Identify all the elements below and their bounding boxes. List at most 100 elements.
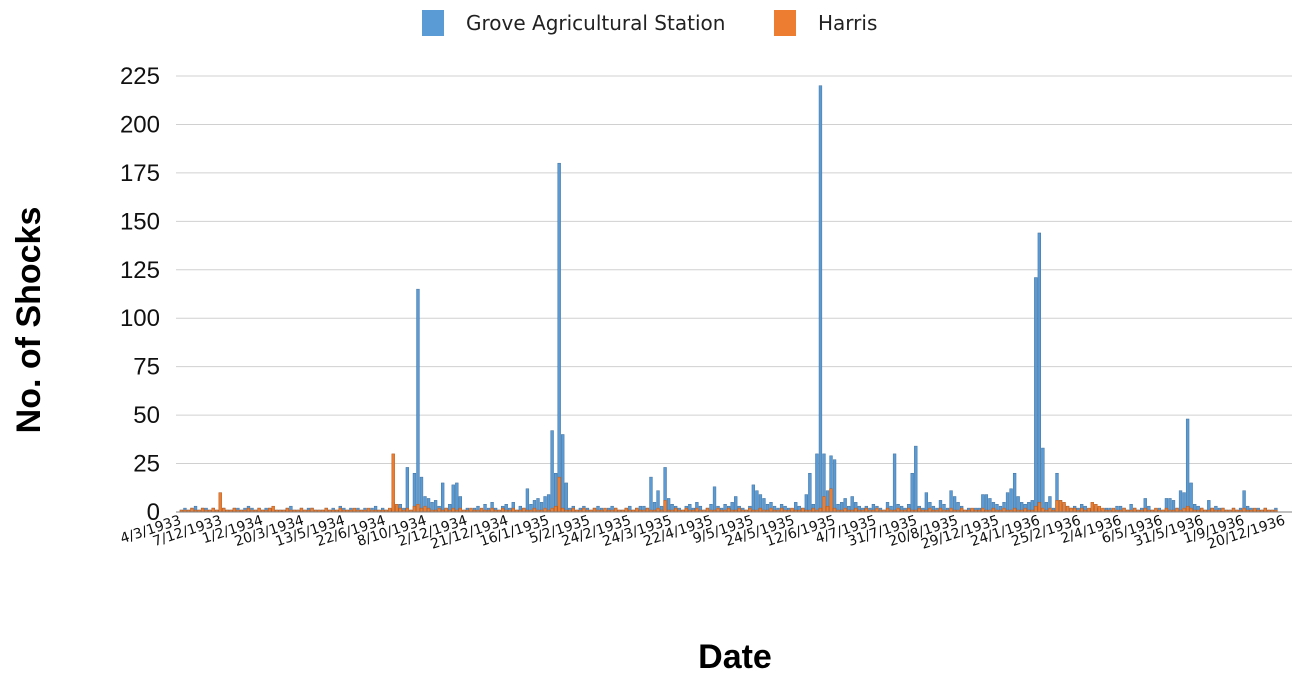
bar-grove bbox=[804, 494, 808, 513]
bar-harris bbox=[405, 507, 410, 513]
bar-harris bbox=[285, 507, 289, 513]
bar-harris bbox=[398, 507, 402, 513]
bar-harris bbox=[949, 507, 953, 513]
bar-harris bbox=[614, 507, 618, 513]
bar-harris bbox=[705, 507, 710, 513]
legend-label-harris: Harris bbox=[818, 11, 877, 35]
bar-grove bbox=[441, 482, 445, 513]
bar-harris bbox=[522, 507, 526, 513]
bar-grove bbox=[850, 496, 854, 513]
bar-harris bbox=[1037, 502, 1041, 513]
bar-harris bbox=[684, 507, 688, 513]
bar-grove bbox=[561, 434, 565, 513]
bar-harris bbox=[832, 507, 837, 513]
bar-harris bbox=[769, 507, 773, 513]
x-axis-title: Date bbox=[698, 638, 772, 675]
bar-harris bbox=[246, 507, 251, 513]
bar-harris bbox=[257, 507, 261, 513]
bar-harris bbox=[1231, 507, 1236, 513]
bar-harris bbox=[1200, 507, 1204, 513]
bar-harris bbox=[1087, 507, 1091, 513]
bar-grove bbox=[755, 490, 759, 513]
bar-harris bbox=[1101, 507, 1105, 513]
bar-harris bbox=[1094, 504, 1098, 513]
bar-harris bbox=[1253, 507, 1257, 513]
bar-harris bbox=[501, 507, 505, 513]
y-tick-label: 175 bbox=[120, 160, 160, 187]
bar-harris bbox=[663, 500, 667, 513]
bar-harris bbox=[557, 476, 561, 513]
bar-harris bbox=[222, 507, 226, 513]
y-tick-label: 225 bbox=[120, 63, 160, 90]
bar-harris bbox=[268, 507, 272, 513]
bar-grove bbox=[751, 484, 756, 513]
bar-harris bbox=[553, 505, 558, 513]
y-tick-label: 25 bbox=[133, 451, 160, 478]
bar-harris bbox=[469, 507, 473, 513]
bar-harris bbox=[829, 488, 833, 513]
bar-harris bbox=[811, 507, 816, 513]
bar-harris bbox=[271, 505, 275, 513]
bar-harris bbox=[822, 496, 826, 513]
bar-harris bbox=[1080, 507, 1084, 513]
bar-grove bbox=[712, 486, 717, 513]
bar-harris bbox=[1185, 505, 1190, 513]
bar-harris bbox=[1065, 505, 1070, 513]
bar-harris bbox=[437, 507, 441, 513]
bar-harris bbox=[624, 507, 628, 513]
bar-harris bbox=[695, 507, 699, 513]
bar-grove bbox=[1034, 277, 1038, 513]
bar-grove bbox=[546, 494, 551, 513]
bar-harris bbox=[970, 507, 974, 513]
bar-harris bbox=[1012, 507, 1017, 513]
bar-grove bbox=[914, 445, 918, 513]
bar-harris bbox=[864, 507, 868, 513]
bar-harris bbox=[391, 453, 395, 513]
bar-grove bbox=[734, 496, 738, 513]
bar-harris bbox=[1143, 507, 1147, 513]
bar-harris bbox=[938, 507, 943, 513]
bar-harris bbox=[543, 507, 547, 513]
bar-harris bbox=[1122, 507, 1126, 513]
bar-harris bbox=[875, 507, 879, 513]
bar-harris bbox=[656, 507, 660, 513]
bar-grove bbox=[1016, 496, 1020, 513]
bar-harris bbox=[907, 507, 911, 513]
bar-harris bbox=[444, 507, 448, 513]
bar-harris bbox=[818, 507, 823, 513]
bar-harris bbox=[1111, 507, 1116, 513]
bar-grove bbox=[557, 162, 561, 513]
legend-swatch-harris bbox=[774, 10, 796, 36]
y-tick-label: 0 bbox=[147, 499, 160, 526]
y-tick-label: 75 bbox=[133, 354, 160, 381]
bar-harris bbox=[511, 507, 515, 513]
bar-harris bbox=[451, 507, 455, 513]
bar-harris bbox=[854, 507, 858, 513]
bar-harris bbox=[1242, 507, 1246, 513]
bar-harris bbox=[352, 507, 357, 513]
bar-harris bbox=[1034, 505, 1038, 513]
bar-harris bbox=[726, 507, 731, 513]
bar-harris bbox=[550, 507, 554, 513]
bar-harris bbox=[981, 507, 985, 513]
bar-harris bbox=[458, 507, 462, 513]
bar-harris bbox=[479, 507, 484, 513]
bar-harris bbox=[395, 504, 399, 513]
bar-harris bbox=[917, 507, 921, 513]
bar-harris bbox=[790, 507, 794, 513]
bar-harris bbox=[896, 507, 900, 513]
bar-harris bbox=[571, 507, 575, 513]
bar-grove bbox=[419, 476, 424, 513]
bar-harris bbox=[412, 505, 417, 513]
bar-grove bbox=[1041, 447, 1045, 513]
bar-grove bbox=[455, 482, 459, 513]
y-tick-label: 200 bbox=[120, 111, 160, 138]
bar-harris bbox=[1133, 507, 1137, 513]
x-tick-label: 20/12/1936 bbox=[1206, 513, 1288, 553]
bar-harris bbox=[1175, 507, 1179, 513]
bar-harris bbox=[310, 507, 314, 513]
bar-harris bbox=[1055, 500, 1059, 513]
bar-harris bbox=[801, 507, 805, 513]
bar-harris bbox=[960, 507, 964, 513]
bar-grove bbox=[416, 288, 420, 513]
